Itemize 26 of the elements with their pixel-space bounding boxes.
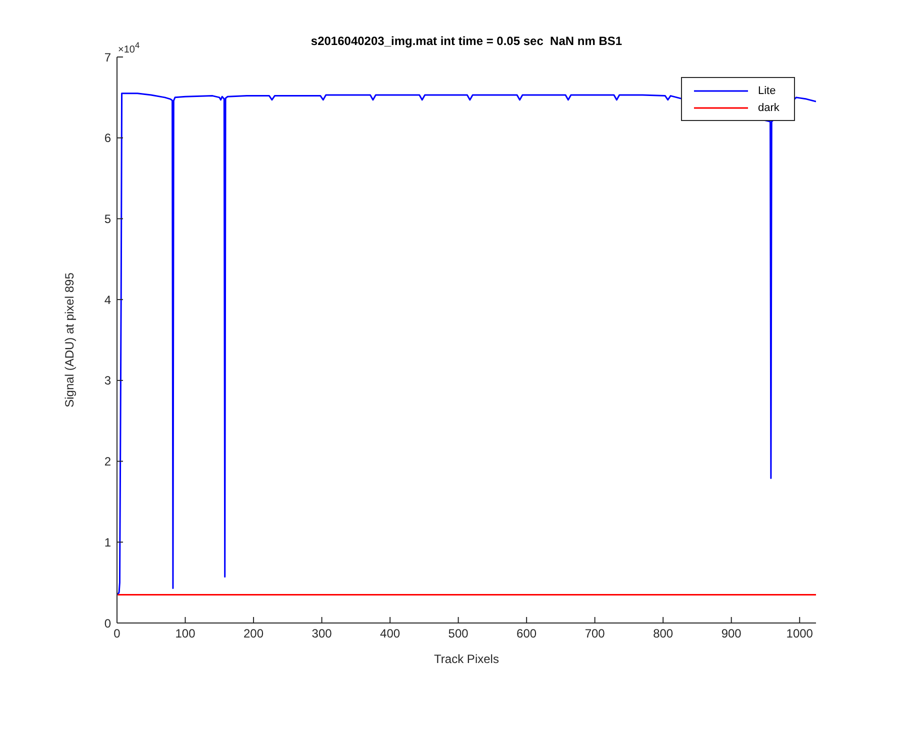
- line-series: [117, 92, 816, 596]
- x-tick-label: 0: [114, 626, 121, 641]
- x-tick-label: 200: [244, 626, 264, 641]
- x-tick-label: 900: [721, 626, 742, 641]
- y-tick-label: 0: [104, 616, 112, 630]
- x-tick-label: 600: [516, 626, 537, 641]
- x-tick-label: 700: [584, 626, 606, 641]
- y-tick-label: 6: [104, 131, 112, 146]
- legend-label: Lite: [758, 84, 776, 96]
- x-tick-label: 100: [175, 626, 196, 641]
- x-tick-label: 500: [448, 626, 469, 641]
- chart-title: s2016040203_img.mat int time = 0.05 sec NaN nm BS1: [310, 34, 622, 48]
- y-tick-label: 7: [104, 50, 112, 64]
- y-axis-title: Signal (ADU) at pixel 895: [62, 272, 76, 408]
- legend-label: dark: [758, 102, 780, 114]
- y-tick-label: 4: [104, 292, 112, 307]
- x-tick-label: 300: [312, 626, 332, 641]
- y-tick-label: 5: [104, 212, 112, 226]
- text: ×10$^{4}$: [118, 40, 140, 56]
- y-tick-label: 1: [104, 535, 112, 550]
- y-tick-label: 2: [104, 454, 112, 469]
- x-tick-label: 400: [380, 626, 400, 641]
- x-tick-label: 800: [653, 626, 674, 641]
- y-tick-label: 3: [104, 374, 112, 388]
- x-axis-title: Track Pixels: [434, 652, 499, 666]
- x-tick-label: 1000: [786, 626, 814, 641]
